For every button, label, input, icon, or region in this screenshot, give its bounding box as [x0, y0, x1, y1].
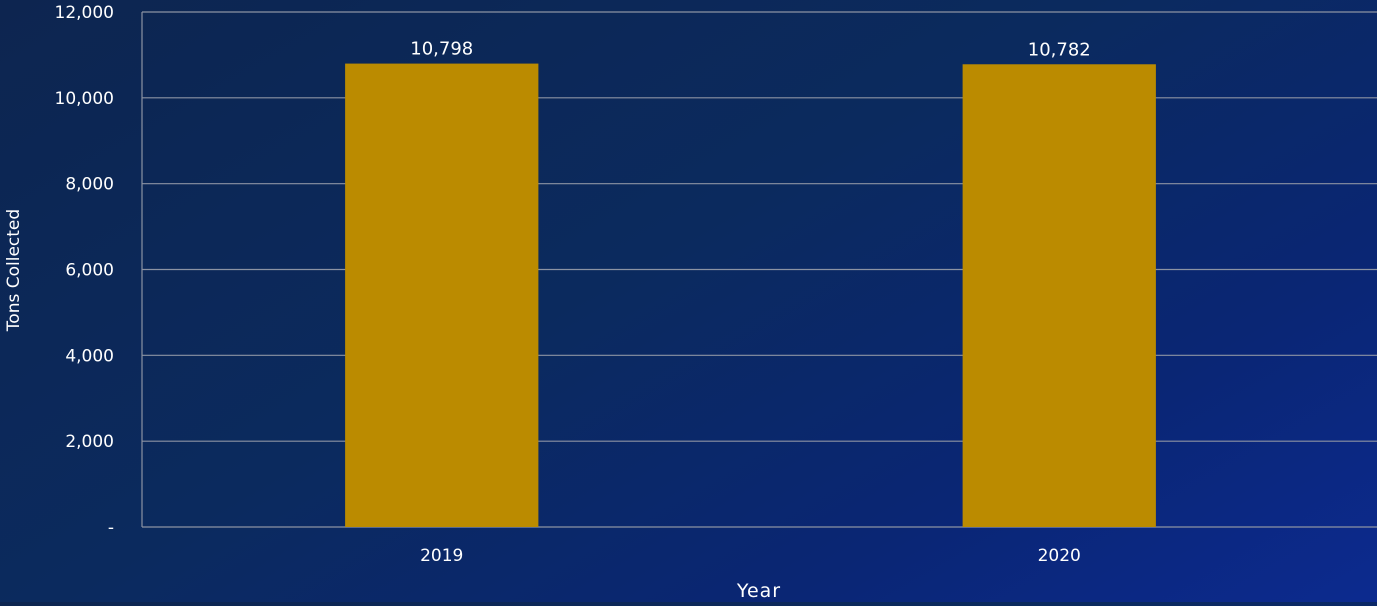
x-axis-title: Year	[736, 580, 781, 602]
y-axis-title: Tons Collected	[4, 209, 24, 332]
data-labels: 10,798 10,782	[410, 39, 1090, 61]
y-tick-label: 10,000	[55, 89, 114, 109]
x-tick-label: 2019	[420, 546, 463, 566]
x-tick-label: 2020	[1038, 546, 1081, 566]
gridlines	[141, 11, 1377, 528]
y-tick-label: 4,000	[65, 346, 114, 366]
y-tick-label: 8,000	[65, 175, 114, 195]
bar-2020	[962, 64, 1156, 528]
y-tick-label: -	[108, 518, 114, 538]
y-tick-label: 12,000	[55, 3, 114, 23]
bars	[345, 63, 1156, 528]
bar-2019	[345, 63, 539, 527]
x-axis-ticks: 2019 2020	[420, 546, 1081, 566]
data-label: 10,798	[410, 39, 473, 60]
data-label: 10,782	[1028, 39, 1091, 60]
y-tick-label: 6,000	[65, 261, 114, 281]
y-axis-ticks: - 2,000 4,000 6,000 8,000 10,000 12,000	[55, 3, 114, 538]
y-tick-label: 2,000	[65, 432, 114, 452]
